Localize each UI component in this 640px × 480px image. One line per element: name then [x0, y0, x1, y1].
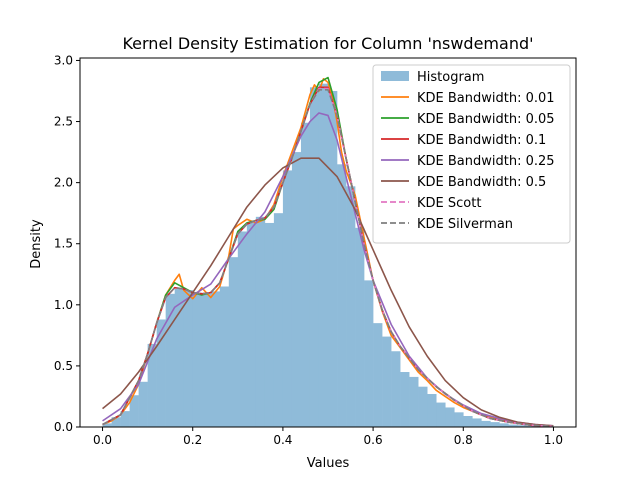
histogram-bar: [499, 423, 509, 427]
histogram-bar: [427, 394, 437, 427]
legend-label: KDE Silverman: [417, 217, 513, 232]
histogram-bar: [174, 288, 185, 427]
histogram-bar: [373, 323, 383, 427]
histogram-bar: [246, 222, 257, 427]
histogram-bar: [472, 418, 482, 427]
histogram-bar: [337, 164, 347, 427]
legend-swatch: [381, 71, 409, 81]
legend-label: Histogram: [417, 70, 484, 85]
legend-label: KDE Scott: [417, 196, 481, 211]
histogram-bar: [165, 293, 175, 427]
kde-line: [102, 88, 554, 428]
plot-area: [79, 57, 577, 428]
histogram-bar: [210, 291, 221, 427]
chart-title: Kernel Density Estimation for Column 'ns…: [122, 34, 533, 53]
legend-box: [372, 64, 571, 244]
kde-lines: [102, 76, 554, 428]
x-axis: 0.0 0.2 0.4 0.6 0.8 1.0: [93, 427, 563, 447]
x-tick-label: 1.0: [544, 433, 563, 447]
x-tick-label: 0.6: [364, 433, 383, 447]
histogram-bar: [454, 412, 464, 427]
histogram-bar: [463, 416, 473, 427]
histogram-bar: [490, 422, 500, 427]
histogram-bar: [382, 336, 392, 427]
histogram-bar: [237, 231, 248, 427]
y-tick-label: 2.5: [54, 115, 73, 129]
histogram-bar: [291, 152, 302, 428]
legend: Histogram KDE Bandwidth: 0.01 KDE Bandwidt…: [372, 64, 571, 244]
histogram-bar: [436, 402, 446, 427]
histogram-bar: [418, 386, 428, 427]
legend-label: KDE Bandwidth: 0.05: [417, 112, 555, 127]
histogram-bar: [409, 376, 419, 427]
histogram-bar: [391, 351, 401, 427]
histogram-bar: [102, 423, 112, 427]
axes-frame: [79, 57, 577, 428]
histogram-bar: [526, 425, 536, 427]
histogram-bar: [228, 257, 239, 427]
histogram-bars: [102, 83, 554, 428]
histogram-bar: [309, 87, 320, 428]
histogram-bar: [328, 90, 338, 428]
histogram-bar: [120, 411, 130, 427]
x-tick-label: 0.0: [93, 433, 112, 447]
histogram-bar: [481, 420, 491, 427]
x-axis-label: Values: [307, 456, 350, 471]
histogram-bar: [255, 216, 266, 427]
histogram-bar: [273, 213, 284, 427]
histogram-bar: [445, 407, 455, 427]
y-tick-label: 0.5: [54, 359, 73, 373]
y-tick-label: 1.0: [54, 298, 73, 312]
histogram-bar: [192, 292, 203, 427]
x-tick-label: 0.8: [454, 433, 473, 447]
kde-line: [102, 157, 554, 427]
histogram-bar: [355, 227, 365, 427]
histogram-bar: [138, 381, 148, 427]
histogram-bar: [156, 319, 166, 427]
histogram-bar: [400, 372, 410, 427]
y-tick-label: 0.0: [54, 420, 73, 434]
histogram-bar: [183, 290, 194, 427]
histogram-bar: [300, 122, 311, 428]
histogram-bar: [282, 170, 293, 428]
y-tick-label: 2.0: [54, 176, 73, 190]
legend-label: KDE Bandwidth: 0.5: [417, 175, 546, 190]
legend-label: KDE Bandwidth: 0.25: [417, 154, 555, 169]
y-axis-label: Density: [29, 219, 44, 269]
y-tick-label: 3.0: [54, 53, 73, 67]
histogram-bar: [508, 424, 518, 427]
legend-label: KDE Bandwidth: 0.01: [417, 91, 555, 106]
histogram-bar: [364, 280, 374, 427]
histogram-bar: [318, 83, 329, 428]
histogram-bar: [517, 425, 527, 427]
histogram-bar: [219, 286, 230, 427]
histogram-bar: [264, 222, 275, 427]
x-tick-label: 0.2: [183, 433, 202, 447]
kde-line: [102, 77, 554, 428]
legend-label: KDE Bandwidth: 0.1: [417, 133, 546, 148]
histogram-bar: [129, 395, 139, 427]
y-tick-label: 1.5: [54, 237, 73, 251]
histogram-bar: [346, 186, 356, 427]
histogram-bar: [111, 417, 121, 427]
histogram-bar: [201, 293, 212, 427]
histogram-bar: [147, 343, 157, 427]
x-tick-label: 0.4: [273, 433, 292, 447]
y-axis: 0.0 0.5 1.0 1.5 2.0 2.5 3.0: [54, 53, 80, 434]
